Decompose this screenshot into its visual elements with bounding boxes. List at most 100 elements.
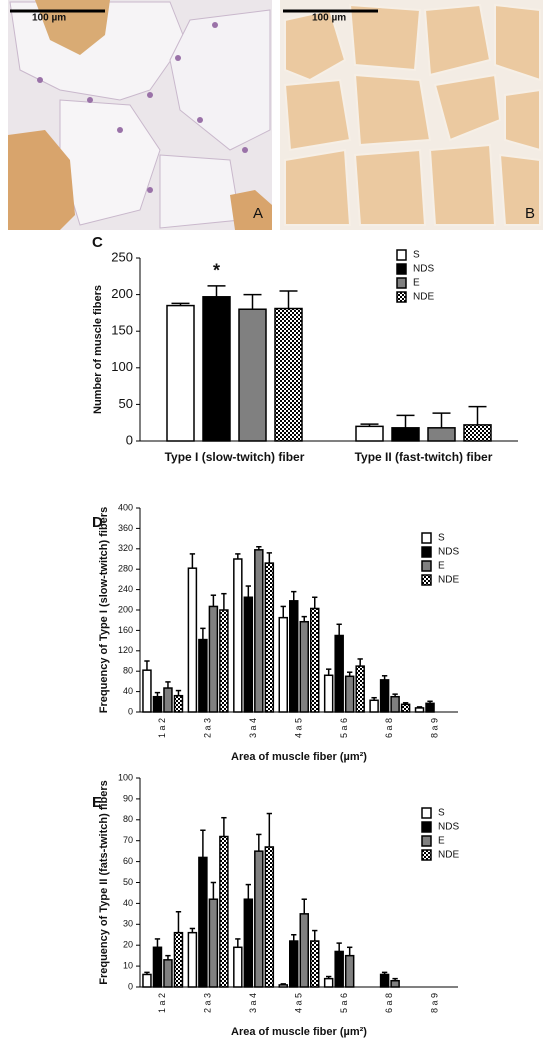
panel-label: B [525,205,535,222]
bar [219,835,229,988]
x-tick-label: 6 a 8 [384,993,394,1013]
legend-label: S [413,250,420,261]
legend-swatch [421,849,432,861]
bar [264,562,275,713]
bar [310,607,320,713]
bar [198,638,208,713]
bar [369,699,379,713]
y-tick-label: 400 [118,502,133,512]
legend-swatch [421,546,432,558]
bar [390,695,400,713]
annotation: * [213,261,220,281]
micrograph-a [8,0,272,230]
legend-label: E [413,278,420,289]
legend-label: S [438,533,445,544]
bar [152,946,163,988]
y-tick-label: 0 [128,706,133,716]
y-tick-label: 30 [123,919,133,929]
bar [166,304,195,442]
bar [289,940,299,988]
scale-bar-label: 100 µm [312,13,346,24]
bar [243,898,254,988]
bar [208,898,219,988]
y-tick-label: 90 [123,793,133,803]
bar [238,308,267,442]
bar [344,675,355,713]
bar [379,973,390,988]
legend-label: NDS [438,547,459,558]
x-tick-label: 3 a 4 [248,718,258,738]
legend-label: NDE [438,850,459,861]
legend-label: E [438,561,445,572]
y-tick-label: 40 [123,898,133,908]
legend-label: S [438,808,445,819]
bar [299,620,309,713]
y-tick-label: 0 [126,432,133,447]
y-tick-label: 100 [111,359,133,374]
bar [163,687,173,713]
y-tick-label: 100 [118,772,133,782]
y-tick-label: 80 [123,666,133,676]
bar [173,931,184,988]
legend-swatch [396,263,407,275]
bar [202,296,231,442]
y-tick-label: 280 [118,564,133,574]
legend-swatch [421,574,432,586]
legend-swatch [421,807,432,819]
bar [427,427,456,442]
x-tick-label: 5 a 6 [339,993,349,1013]
bar [425,702,435,713]
bar [219,609,229,713]
legend-label: E [438,836,445,847]
bar [274,307,303,442]
bar [355,425,384,442]
bar [391,427,420,442]
bar [299,913,309,988]
legend-swatch [421,560,432,572]
x-tick-label: 8 a 9 [430,718,440,738]
legend-swatch [396,291,407,303]
panel-label: D [92,514,103,531]
bar [323,674,334,713]
bar [390,979,400,988]
x-tick-label: 4 a 5 [293,993,303,1013]
x-tick-label: 8 a 9 [430,993,440,1013]
bar [344,954,355,988]
y-axis-label: Frequency of Type I (slow-twitch) fibers [98,507,110,713]
bar [400,703,411,713]
x-tick-label: Type I (slow-twitch) fiber [165,450,305,464]
x-tick-label: 1 a 2 [157,993,167,1013]
y-tick-label: 320 [118,543,133,553]
y-tick-label: 50 [123,877,133,887]
x-tick-label: 1 a 2 [157,718,167,738]
y-tick-label: 150 [111,323,133,338]
x-tick-label: 5 a 6 [339,718,349,738]
bar [233,946,243,988]
bar [414,707,425,713]
bar [198,856,208,988]
x-axis-label: Area of muscle fiber (µm²) [231,1026,367,1038]
x-axis-label: Area of muscle fiber (µm²) [231,751,367,763]
legend-label: NDS [438,822,459,833]
legend-swatch [396,249,407,261]
bar [208,605,219,713]
y-tick-label: 70 [123,835,133,845]
y-tick-label: 40 [123,686,133,696]
bar [379,679,390,713]
legend-swatch [396,277,407,289]
bar [254,850,264,988]
y-tick-label: 250 [111,249,133,264]
x-tick-label: 2 a 3 [203,718,213,738]
legend-swatch [421,835,432,847]
bar [278,984,288,988]
scale-bar-label: 100 µm [32,13,66,24]
y-tick-label: 200 [111,286,133,301]
bar [142,669,152,713]
bar [264,846,275,988]
panel-label: A [253,205,263,222]
legend-swatch [421,821,432,833]
bar [142,973,152,988]
x-tick-label: 2 a 3 [203,993,213,1013]
bar [355,665,365,713]
